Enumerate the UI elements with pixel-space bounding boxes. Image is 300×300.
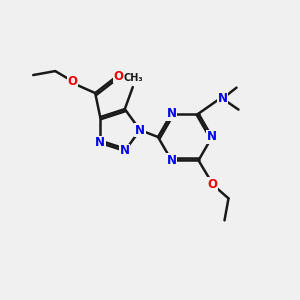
Text: O: O [208, 178, 218, 191]
Text: O: O [67, 75, 77, 88]
Text: N: N [95, 136, 105, 149]
Text: N: N [207, 130, 217, 143]
Text: N: N [120, 144, 130, 158]
Text: N: N [135, 124, 145, 136]
Text: CH₃: CH₃ [124, 73, 144, 83]
Text: N: N [218, 92, 227, 105]
Text: N: N [167, 154, 176, 167]
Text: O: O [113, 70, 123, 83]
Text: N: N [167, 107, 176, 120]
